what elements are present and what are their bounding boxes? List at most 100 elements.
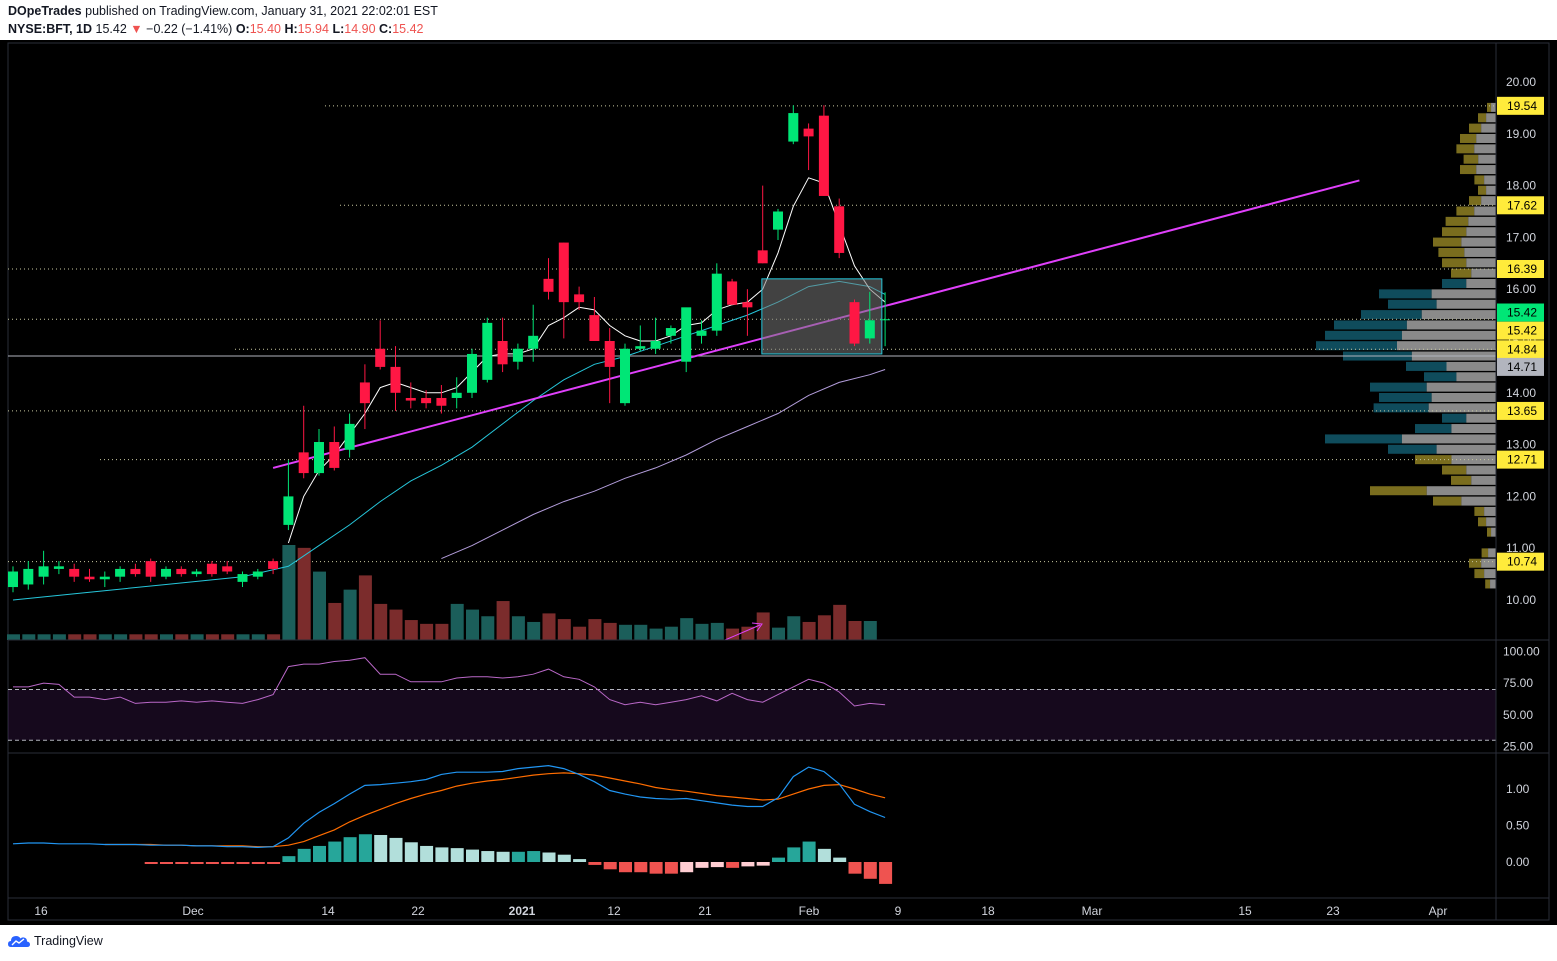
volume-profile-bar-down <box>1456 372 1496 382</box>
symbol-label[interactable]: NYSE:BFT, 1D <box>8 22 93 36</box>
time-axis-tick-label: 12 <box>607 904 621 918</box>
price-label-text: 13.65 <box>1507 404 1537 418</box>
candle-body[interactable] <box>528 335 539 349</box>
candle-body[interactable] <box>99 576 110 580</box>
price-pane[interactable] <box>7 102 1496 641</box>
candle-body[interactable] <box>620 348 630 404</box>
candle-body[interactable] <box>650 341 661 349</box>
candle-body[interactable] <box>436 397 447 406</box>
candle-body[interactable] <box>145 561 156 577</box>
candle-body[interactable] <box>283 496 294 525</box>
candle-body[interactable] <box>696 330 707 336</box>
candle-body[interactable] <box>84 576 95 580</box>
candle-body[interactable] <box>161 568 171 577</box>
chart-area[interactable]: 10.0011.0012.0013.0014.0015.0016.0017.00… <box>0 40 1557 925</box>
candle-body[interactable] <box>482 322 493 380</box>
candle-body[interactable] <box>788 113 799 142</box>
price-label-text: 15.42 <box>1507 324 1537 338</box>
candle-body[interactable] <box>574 294 585 303</box>
candle-body[interactable] <box>298 452 309 474</box>
candle-body[interactable] <box>681 307 692 362</box>
candle-body[interactable] <box>69 568 80 577</box>
candle-body[interactable] <box>803 128 814 137</box>
candle-body[interactable] <box>558 242 569 303</box>
volume-bar <box>741 626 755 640</box>
price-label-tag <box>1497 552 1544 571</box>
candle-body[interactable] <box>329 442 340 468</box>
candle-body[interactable] <box>834 206 845 253</box>
candle-body[interactable] <box>543 278 554 292</box>
candle-body[interactable] <box>268 561 279 569</box>
volume-profile-bar-up <box>1325 330 1402 340</box>
volume-profile-bar-down <box>1488 548 1496 558</box>
candle-body[interactable] <box>38 566 49 577</box>
candle-body[interactable] <box>375 348 386 367</box>
macd-histogram-bar <box>603 862 617 870</box>
candle-body[interactable] <box>849 302 860 344</box>
time-axis-tick-label: Dec <box>182 904 203 918</box>
candle-body[interactable] <box>451 392 462 398</box>
candle-body[interactable] <box>8 571 18 588</box>
candle-body[interactable] <box>604 341 615 367</box>
candle-body[interactable] <box>53 566 64 569</box>
candle-body[interactable] <box>512 348 523 362</box>
candle-body[interactable] <box>497 341 508 365</box>
macd-pane[interactable] <box>12 764 893 884</box>
open-value: 15.40 <box>249 22 281 36</box>
volume-profile-bar-down <box>1466 279 1496 289</box>
rsi-axis-tick-label: 75.00 <box>1503 676 1533 690</box>
candle-body[interactable] <box>711 273 722 331</box>
candle-body[interactable] <box>405 397 416 401</box>
candle-body[interactable] <box>191 571 202 575</box>
macd-histogram-bar <box>328 841 342 862</box>
candle-body[interactable] <box>390 366 401 393</box>
candle-body[interactable] <box>467 353 477 393</box>
rsi-axis-tick-label: 100.00 <box>1503 644 1540 658</box>
candle-body[interactable] <box>742 302 753 308</box>
volume-profile-bar-up <box>1379 392 1432 402</box>
candle-body[interactable] <box>344 423 355 450</box>
candle-body[interactable] <box>665 328 676 336</box>
candle-body[interactable] <box>130 568 141 575</box>
candle-body[interactable] <box>252 571 263 577</box>
candle-body[interactable] <box>314 442 324 474</box>
volume-profile-bar-up <box>1361 310 1422 320</box>
volume-bar <box>129 634 143 640</box>
candle-body[interactable] <box>880 319 891 321</box>
candle-body[interactable] <box>23 568 34 585</box>
publisher-name[interactable]: DOpeTrades <box>8 4 82 18</box>
volume-profile-bar-up <box>1469 558 1482 568</box>
candle-body[interactable] <box>115 568 126 577</box>
candle-body[interactable] <box>818 115 829 196</box>
candle-body[interactable] <box>222 566 233 572</box>
price-label-text: 10.74 <box>1507 555 1537 569</box>
volume-profile-bar-up <box>1460 133 1477 143</box>
rsi-pane[interactable] <box>8 657 1496 741</box>
candle-body[interactable] <box>757 250 768 264</box>
macd-histogram-bar <box>802 841 816 862</box>
volume-profile-bar-down <box>1466 465 1496 475</box>
volume-profile-bar-down <box>1486 185 1496 195</box>
candle-body[interactable] <box>359 382 370 404</box>
volume-profile-bar-down <box>1491 102 1496 112</box>
volume-profile-bar-down <box>1476 133 1496 143</box>
candle-body[interactable] <box>727 281 738 305</box>
candle-body[interactable] <box>773 211 783 230</box>
candle-body[interactable] <box>635 346 646 349</box>
volume-profile-bar-down <box>1464 247 1496 257</box>
volume-bar <box>817 615 831 640</box>
candle-body[interactable] <box>589 315 600 341</box>
tradingview-logo[interactable]: TradingView <box>8 934 103 948</box>
price-axis-tick-label: 12.00 <box>1506 489 1536 503</box>
volume-profile-bar-up <box>1415 455 1452 465</box>
candle-body[interactable] <box>206 563 217 575</box>
candle-body[interactable] <box>864 320 875 339</box>
volume-bar <box>756 612 770 640</box>
axes: 10.0011.0012.0013.0014.0015.0016.0017.00… <box>8 43 1549 920</box>
candle-body[interactable] <box>237 574 248 582</box>
candle-body[interactable] <box>176 568 187 575</box>
volume-profile-bar-down <box>1466 258 1496 268</box>
volume-profile-bar-up <box>1388 299 1437 309</box>
candle-body[interactable] <box>421 397 432 404</box>
volume-profile-bar-down <box>1428 403 1496 413</box>
